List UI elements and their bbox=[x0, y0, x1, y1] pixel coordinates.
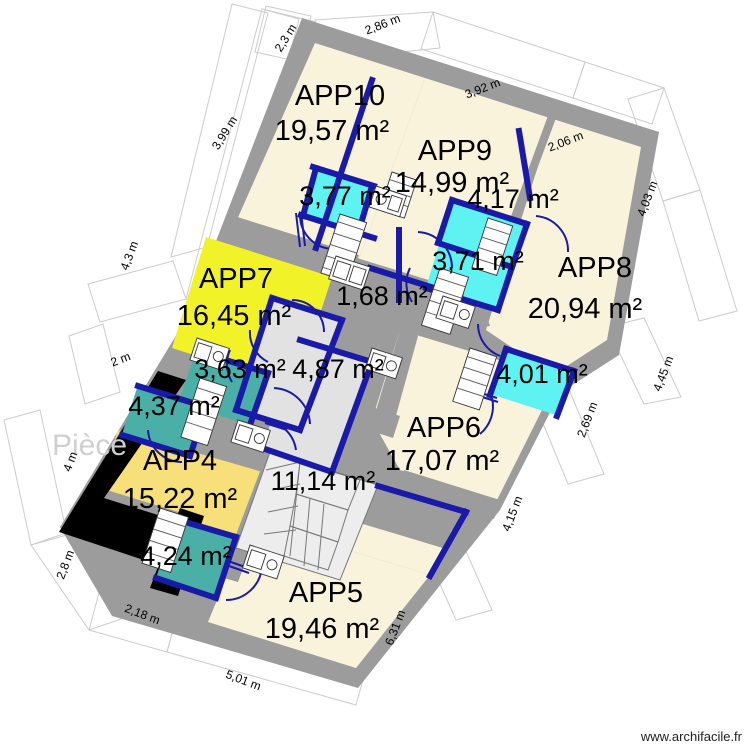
ghost-room-label: Pièce bbox=[52, 429, 127, 462]
sub-room-area: 4,01 m² bbox=[496, 359, 588, 389]
apartment-name: APP10 bbox=[295, 80, 385, 112]
apartment-name: APP7 bbox=[199, 263, 273, 295]
sub-room-area: 4,87 m² bbox=[292, 354, 384, 384]
apartment-area: 20,94 m² bbox=[528, 293, 643, 325]
apartment-name: APP5 bbox=[289, 577, 363, 609]
sub-room-area: 4,17 m² bbox=[467, 184, 559, 214]
sub-room-area: 3,71 m² bbox=[432, 246, 524, 276]
apartment-area: 16,45 m² bbox=[177, 300, 292, 332]
staircase-icon bbox=[235, 451, 379, 581]
dimension-label: 4,3 m bbox=[117, 239, 141, 272]
watermark: www.archifacile.fr bbox=[640, 729, 742, 744]
dimension-label: 2 m bbox=[109, 349, 133, 369]
apartment-labels: APP10 19,57 m² APP9 14,99 m² APP8 20,94 … bbox=[123, 80, 643, 645]
sub-room-area: 4,24 m² bbox=[140, 541, 232, 571]
dimension-label: 2,8 m bbox=[53, 548, 77, 581]
apartment-area: 19,46 m² bbox=[265, 613, 380, 645]
sub-room-area: 4,37 m² bbox=[128, 391, 220, 421]
apartment-name: APP6 bbox=[407, 412, 481, 444]
dimension-label: 4,45 m bbox=[650, 354, 676, 393]
sub-room-area: 3,77 m² bbox=[299, 181, 391, 211]
door-swing-arcs bbox=[147, 214, 570, 602]
apartment-name: APP9 bbox=[418, 135, 492, 167]
dimension-label: 3,99 m bbox=[209, 114, 240, 153]
dimension-label: 2,69 m bbox=[574, 400, 600, 439]
sub-room-area: 11,14 m² bbox=[271, 466, 376, 496]
sub-room-area: 1,68 m² bbox=[336, 281, 428, 311]
apartment-name: APP4 bbox=[143, 445, 217, 477]
dimension-label: 4 m bbox=[60, 450, 80, 474]
apartment-area: 15,22 m² bbox=[123, 483, 238, 515]
apartment-area: 14,99 m² bbox=[395, 167, 510, 199]
dimension-label: 5,01 m bbox=[224, 667, 263, 693]
kitchen-fixture-icon bbox=[189, 185, 476, 580]
sub-room-labels: 3,77 m² 4,17 m² 3,71 m² 4,01 m² 1,68 m² … bbox=[128, 181, 588, 571]
sub-room-area: 3,63 m² bbox=[194, 354, 286, 384]
blue-partitions bbox=[118, 76, 578, 602]
apartment-area: 17,07 m² bbox=[385, 445, 500, 477]
apartment-name: APP8 bbox=[558, 252, 632, 284]
apartment-area: 19,57 m² bbox=[275, 115, 390, 147]
